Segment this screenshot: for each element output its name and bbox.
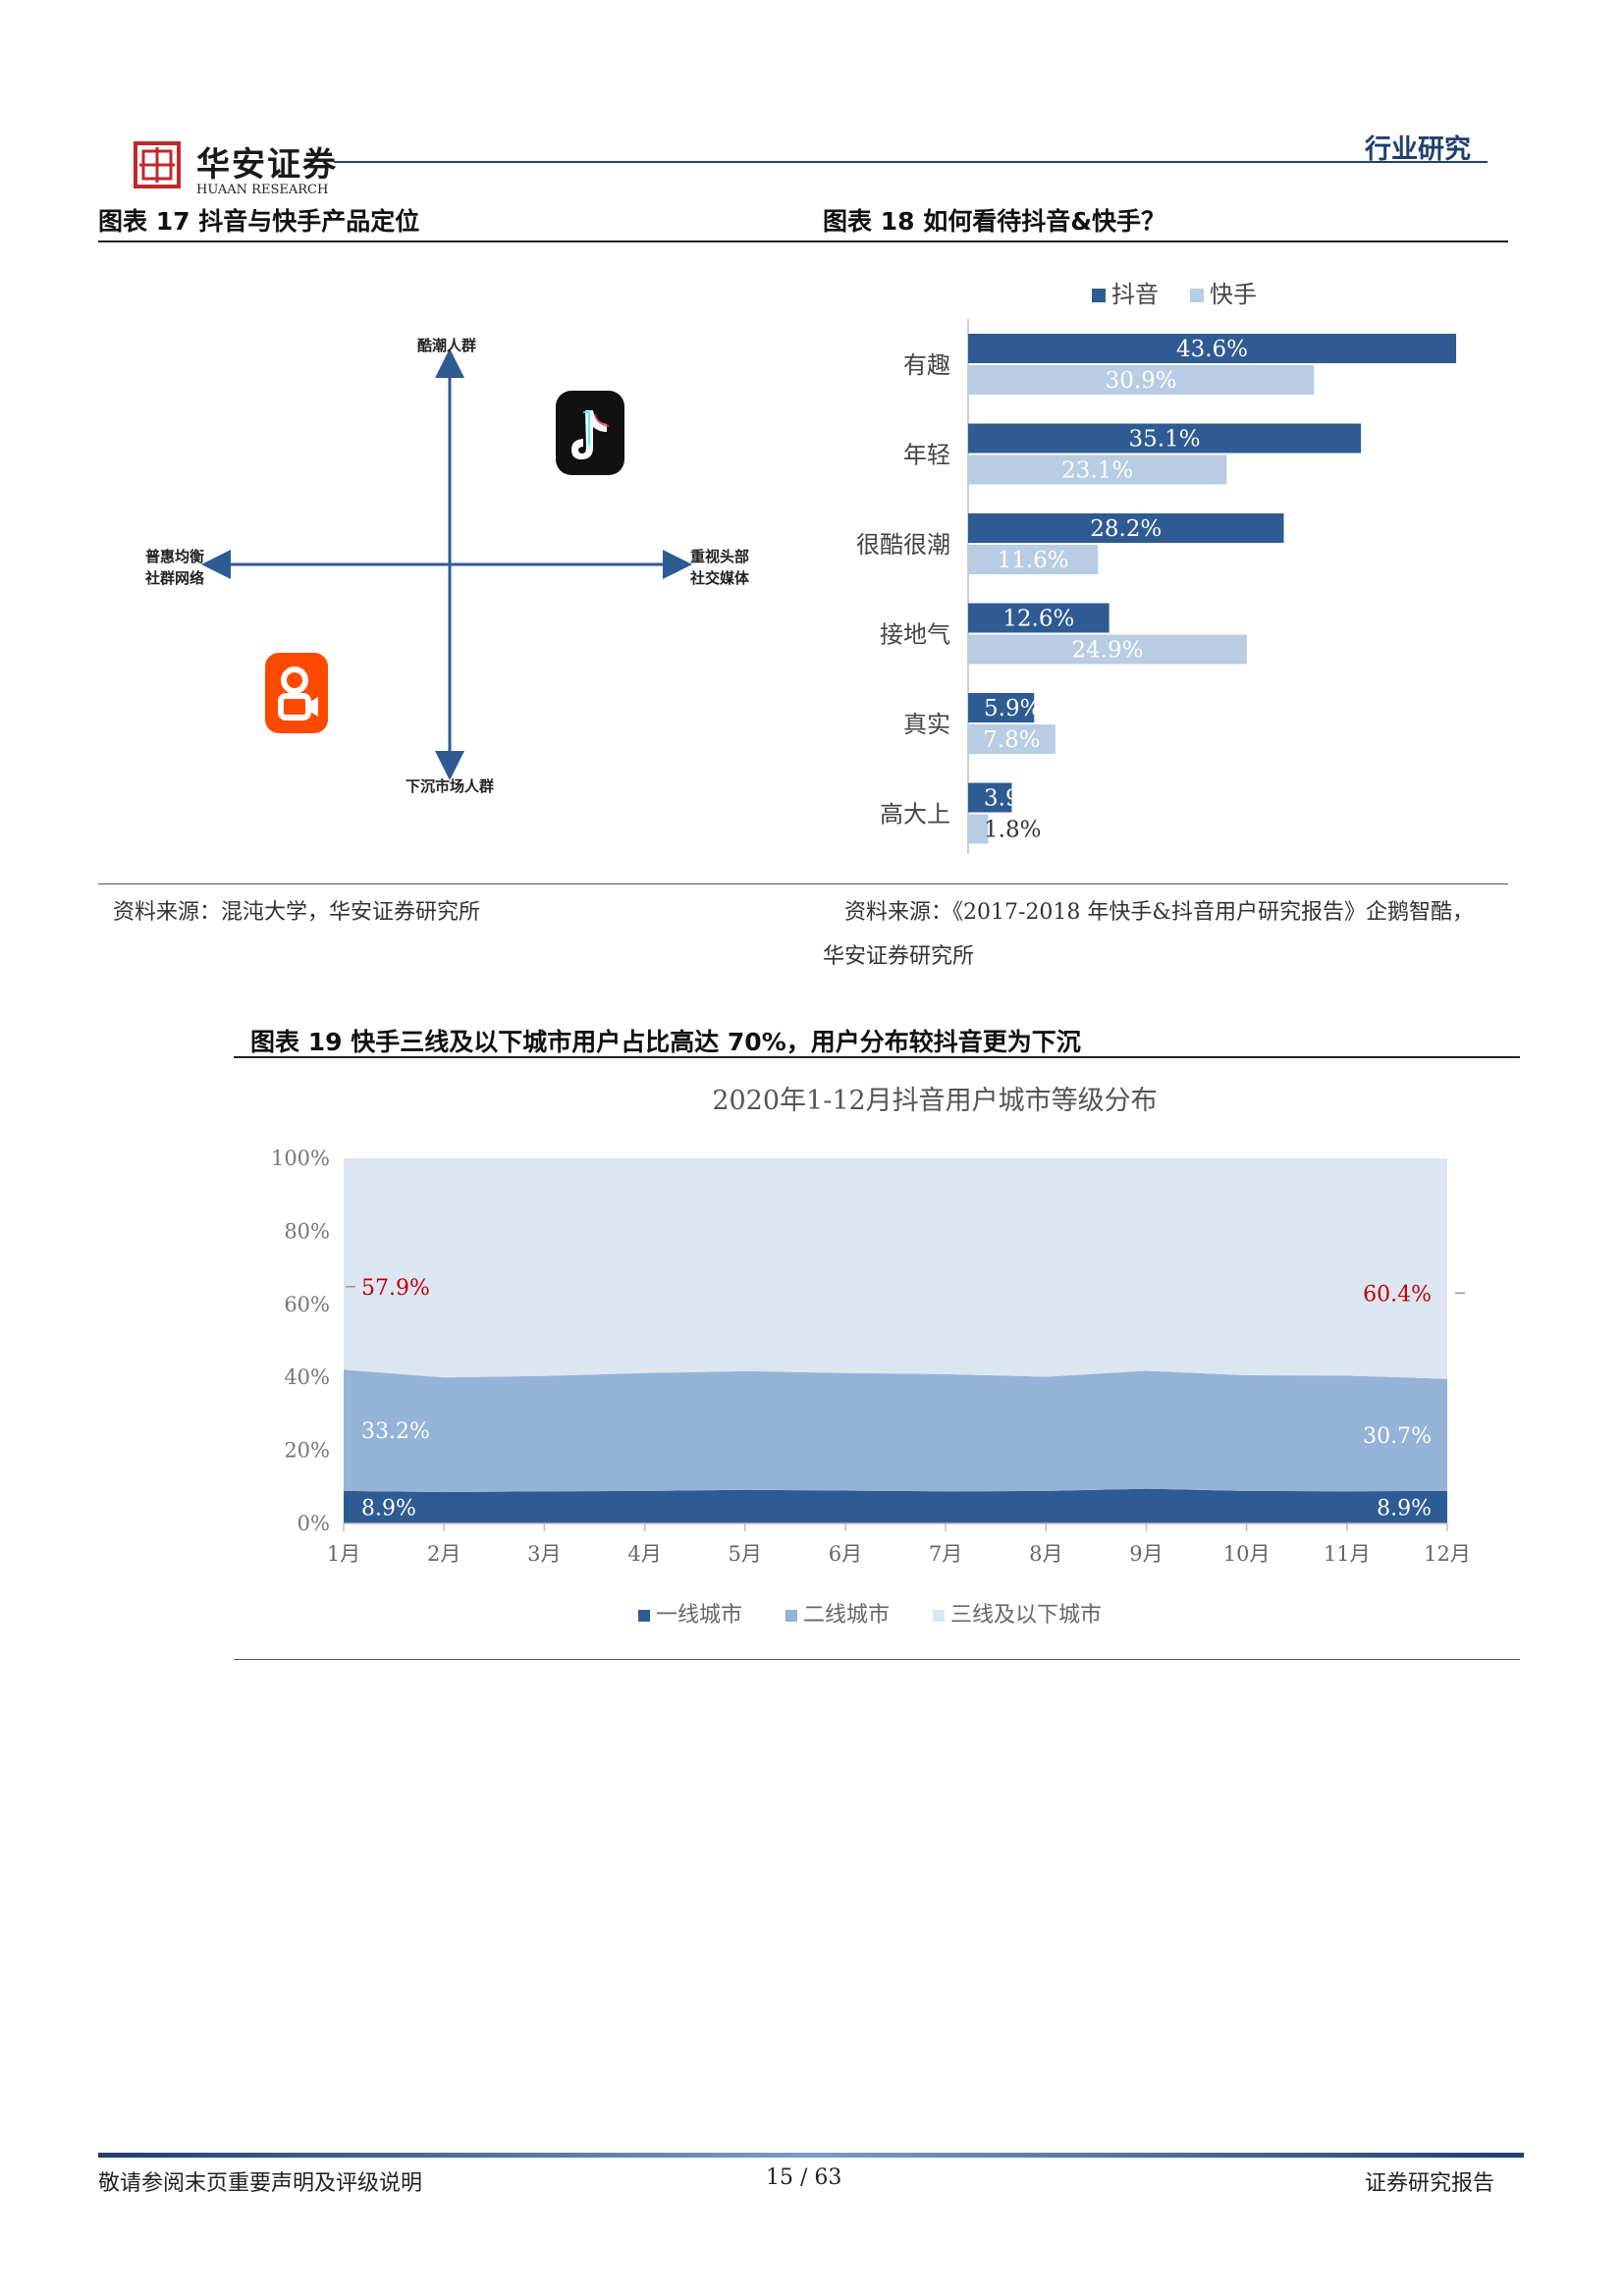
area-series-0 [344, 1488, 1447, 1523]
fig17-positioning-map [128, 314, 795, 815]
bar-douyin [968, 693, 1035, 722]
legend-label-1: 二线城市 [803, 1603, 890, 1628]
bar-douyin [968, 782, 1012, 813]
bar-kuaishou [968, 365, 1315, 395]
bar-kuaishou [968, 545, 1099, 574]
legend-label-1: 快手 [1210, 281, 1257, 308]
footer-page-number: 15 / 63 [766, 2165, 842, 2190]
x-tick-label: 1月 [327, 1542, 360, 1566]
fig17-source: 资料来源：混沌大学，华安证券研究所 [113, 900, 481, 925]
fig18-title: 图表 18 如何看待抖音&快手？ [823, 207, 1166, 236]
bar-douyin [968, 423, 1362, 454]
fig-title-rule [98, 240, 1508, 242]
chart-title: 2020年1-12月抖音用户城市等级分布 [712, 1086, 1157, 1116]
y-tick-label: 0% [298, 1512, 330, 1535]
header-logo [98, 135, 393, 200]
header-rule [334, 161, 1488, 163]
data-label: 12.6% [1002, 607, 1074, 632]
fig18-source-line1: 资料来源：《2017-2018 年快手&抖音用户研究报告》企鹅智酷， [844, 900, 1474, 925]
bar-kuaishou [968, 454, 1227, 485]
legend-swatch-1 [1190, 289, 1204, 302]
y-tick-label: 60% [284, 1293, 330, 1316]
legend-swatch-0 [638, 1610, 650, 1622]
annotation-label: 8.9% [361, 1496, 416, 1521]
fig17-18-bottom-rule [98, 883, 1508, 884]
axis-label-top: 酷潮人群 [417, 337, 477, 354]
fig19-bottom-rule [234, 1659, 1520, 1660]
area-series-2 [344, 1158, 1447, 1379]
footer-report-type: 证券研究报告 [1365, 2171, 1495, 2196]
category-label: 高大上 [880, 801, 950, 828]
y-tick-label: 40% [284, 1365, 330, 1389]
data-label: 23.1% [1061, 458, 1133, 484]
data-label: 11.6% [998, 548, 1069, 573]
bar-kuaishou [968, 724, 1056, 754]
data-label: 28.2% [1090, 516, 1162, 542]
category-label: 接地气 [880, 621, 950, 649]
fig19-area-chart: 2020年1-12月抖音用户城市等级分布 0% 20% 40% 60% 80% 100% 1月… [271, 1086, 1471, 1628]
area-series-1 [344, 1369, 1447, 1493]
annotation-label: 57.9% [361, 1276, 430, 1301]
annotation-label: 60.4% [1363, 1282, 1432, 1307]
data-label: 5.9% [984, 696, 1041, 721]
legend-swatch-0 [1092, 289, 1106, 302]
legend-label-0: 一线城市 [656, 1603, 742, 1628]
bar-douyin [968, 334, 1457, 363]
fig19-title-rule [234, 1056, 1520, 1058]
data-label: 35.1% [1129, 427, 1201, 453]
bar-douyin [968, 603, 1110, 633]
x-tick-label: 9月 [1129, 1542, 1163, 1566]
logo-en: HUAAN RESEARCH [196, 183, 329, 197]
y-tick-label: 100% [271, 1147, 330, 1170]
category-label: 年轻 [903, 442, 950, 469]
data-label: 30.9% [1106, 368, 1177, 394]
footer-rule [98, 2153, 1524, 2158]
annotation-label: 8.9% [1377, 1496, 1432, 1521]
x-tick-label: 2月 [427, 1542, 460, 1566]
kuaishou-logo-icon [265, 653, 328, 733]
x-tick-label: 4月 [627, 1542, 661, 1566]
x-tick-label: 5月 [729, 1542, 762, 1566]
category-label: 真实 [903, 711, 950, 738]
category-label: 有趣 [903, 351, 950, 379]
fig17-title: 图表 17 抖音与快手产品定位 [98, 207, 420, 236]
footer-disclaimer: 敬请参阅末页重要声明及评级说明 [98, 2171, 423, 2196]
axis-label-right-1: 重视头部 [690, 548, 750, 565]
section-label: 行业研究 [1365, 134, 1471, 165]
bar-kuaishou [968, 634, 1247, 665]
y-tick-label: 80% [284, 1219, 330, 1243]
x-tick-label: 6月 [829, 1542, 862, 1566]
x-tick-label: 12月 [1424, 1542, 1471, 1566]
x-tick-label: 7月 [929, 1542, 962, 1566]
legend-swatch-1 [785, 1610, 797, 1622]
data-label: 7.8% [983, 727, 1040, 753]
axis-label-right-2: 社交媒体 [690, 569, 750, 587]
data-label: 43.6% [1176, 337, 1248, 362]
x-tick-label: 11月 [1324, 1542, 1371, 1566]
axis-label-bottom: 下沉市场人群 [406, 777, 495, 795]
huaan-seal-icon [134, 141, 181, 188]
legend-label-2: 三线及以下城市 [950, 1603, 1102, 1628]
bar-douyin [968, 513, 1284, 543]
category-label: 很酷很潮 [856, 531, 950, 559]
annotation-label: 30.7% [1363, 1424, 1432, 1449]
data-label: 3.9% [984, 786, 1041, 812]
data-label: 24.9% [1071, 638, 1143, 664]
legend-swatch-2 [933, 1610, 945, 1622]
data-label: 1.8% [984, 818, 1041, 843]
y-tick-label: 20% [284, 1439, 330, 1463]
logo-cn: 华安证券 [196, 145, 338, 185]
fig18-source-line2: 华安证券研究所 [823, 944, 975, 969]
legend-label-0: 抖音 [1111, 281, 1159, 308]
douyin-logo-icon [556, 391, 624, 475]
x-tick-label: 3月 [527, 1542, 561, 1566]
annotation-label: 33.2% [361, 1419, 430, 1444]
axis-label-left-1: 普惠均衡 [145, 548, 205, 565]
axis-label-left-2: 社群网络 [145, 569, 205, 587]
x-tick-label: 10月 [1223, 1542, 1271, 1566]
bar-kuaishou [968, 814, 989, 844]
x-tick-label: 8月 [1029, 1542, 1062, 1566]
fig19-title: 图表 19 快手三线及以下城市用户占比高达 70%，用户分布较抖音更为下沉 [250, 1028, 1081, 1056]
